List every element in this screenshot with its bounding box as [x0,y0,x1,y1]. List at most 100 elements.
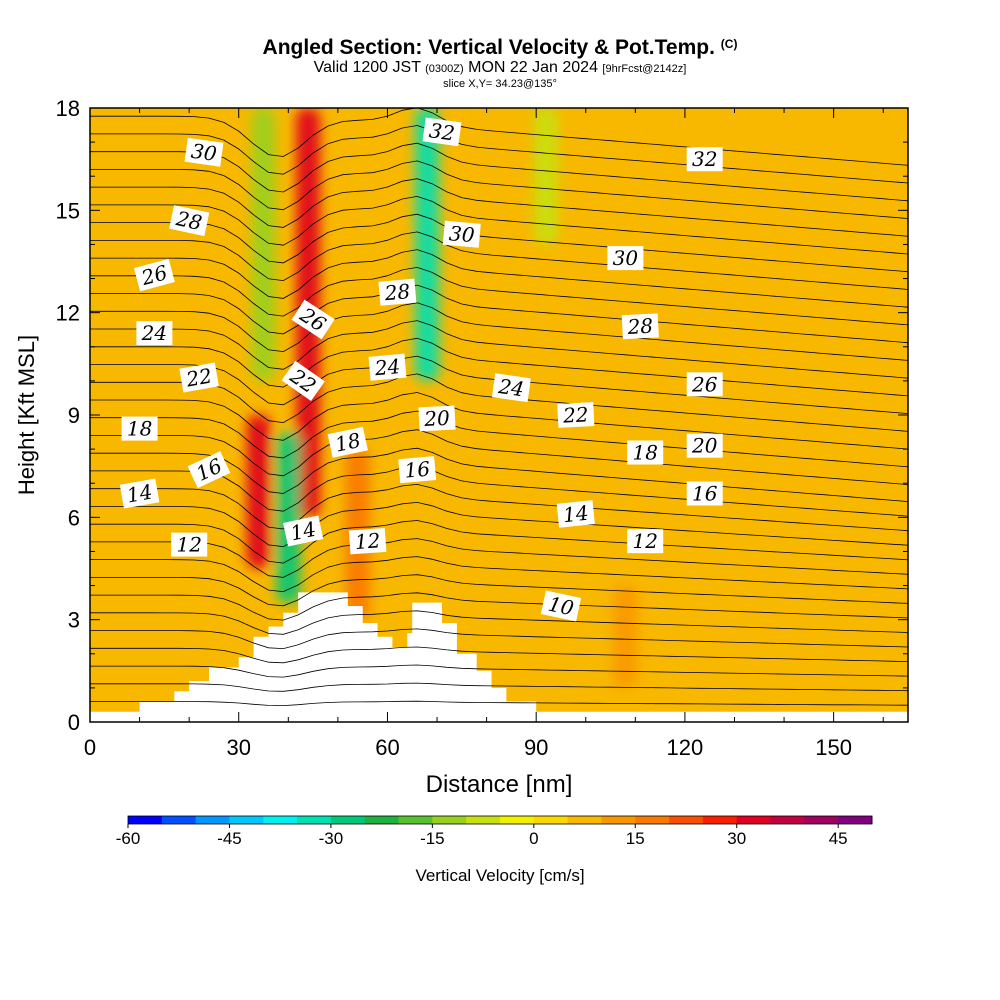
colorbar-swatch [770,816,805,824]
contour-label: 14 [556,500,595,528]
svg-text:10: 10 [546,592,576,621]
colorbar-label: Vertical Velocity [cm/s] [415,866,584,885]
isentrope-line [90,592,908,621]
contour-label: 14 [119,478,160,509]
isentrope-line [90,125,908,184]
svg-text:12: 12 [176,533,201,557]
isentrope-line [90,266,908,326]
isentrope-line [90,231,908,290]
svg-text:22: 22 [183,363,213,391]
velocity-cell-descent-5 [534,108,559,245]
svg-text:16: 16 [403,457,431,483]
isentrope-line [90,284,908,344]
isentrope-line [90,160,908,219]
x-tick-label: 150 [815,735,852,760]
contour-label: 24 [136,321,173,346]
colorbar-tick-label: 15 [626,829,645,848]
contour-label: 32 [686,147,723,172]
isentrope-line [90,664,908,678]
terrain [90,592,908,722]
isentrope-line [90,213,908,273]
contour-label: 26 [133,258,175,292]
contour-label: 24 [368,353,407,381]
svg-text:28: 28 [383,279,411,305]
contour-label: 22 [179,362,219,393]
colorbar-tick-label: -45 [217,829,242,848]
x-tick-label: 90 [524,735,548,760]
svg-text:30: 30 [613,246,639,270]
isentrope-line [90,392,908,450]
svg-text:24: 24 [373,354,401,380]
contour-label: 30 [442,220,481,248]
colorbar-swatch [533,816,569,824]
contour-label: 12 [348,527,387,555]
x-axis-label: Distance [nm] [426,771,573,798]
x-tick-label: 60 [375,735,399,760]
y-tick-label: 6 [68,505,80,530]
svg-text:24: 24 [496,374,526,401]
colorbar-swatch [466,816,501,824]
isentrope-line [90,178,908,237]
colorbar-swatch [330,816,366,824]
contour-label: 18 [627,440,664,465]
contour-label: 18 [121,416,158,441]
colorbar-tick-label: 30 [727,829,746,848]
colorbar-swatch [128,816,163,824]
colorbar-swatch [669,816,704,824]
x-tick-label: 0 [84,735,96,760]
colorbar-swatch [297,816,332,824]
svg-text:32: 32 [428,118,457,145]
isentrope-line [90,249,908,308]
colorbar-swatch [229,816,264,824]
velocity-cell-descent-4 [415,108,440,381]
colorbar-tick-label: -30 [319,829,344,848]
colorbar-swatch [567,816,602,824]
contour-label: 10 [540,590,582,622]
colorbar-swatch [702,816,738,824]
colorbar-swatch [838,816,873,824]
colorbar-swatch [364,816,400,824]
slice-info: slice X,Y= 34.23@135° [443,78,557,90]
isentrope-line [90,447,908,502]
x-tick-label: 30 [226,735,250,760]
colorbar-tick-label: -60 [116,829,141,848]
velocity-cell-ascent-0 [246,415,271,569]
y-tick-label: 18 [56,96,80,121]
isentrope-line [90,501,908,548]
contour-label: 26 [686,372,723,397]
svg-text:14: 14 [562,501,590,528]
isentrope-line [90,320,908,379]
svg-text:22: 22 [561,402,589,427]
velocity-cell-descent-3 [251,108,276,381]
colorbar-swatch [432,816,467,824]
colorbar-swatch [195,816,230,824]
contour-label: 24 [491,373,531,403]
svg-text:28: 28 [173,206,204,235]
isentrope-line [90,465,908,517]
svg-text:24: 24 [141,321,167,345]
colorbar-swatch [601,816,636,824]
colorbar-tick-label: 45 [829,829,848,848]
isentrope-line [90,302,908,361]
svg-text:18: 18 [632,441,657,465]
isentrope-line [90,700,908,707]
svg-text:30: 30 [190,139,219,166]
contour-label: 22 [557,402,595,428]
contour-label: 22 [281,360,325,402]
svg-text:16: 16 [692,482,718,506]
colorbar-tick-label: 0 [529,829,538,848]
colorbar-swatch [161,816,197,824]
velocity-cell-ascent-7 [613,585,638,688]
svg-text:32: 32 [692,147,717,171]
y-tick-label: 0 [68,710,80,735]
contour-label: 28 [169,205,210,237]
isentrope-line [90,142,908,202]
colorbar-tick-label: -15 [420,829,445,848]
colorbar-swatch [398,816,433,824]
isentrope-line [90,538,908,578]
isentrope-line [90,574,908,607]
isentrope-line [90,610,908,635]
y-axis-label: Height [Kft MSL] [14,335,39,495]
